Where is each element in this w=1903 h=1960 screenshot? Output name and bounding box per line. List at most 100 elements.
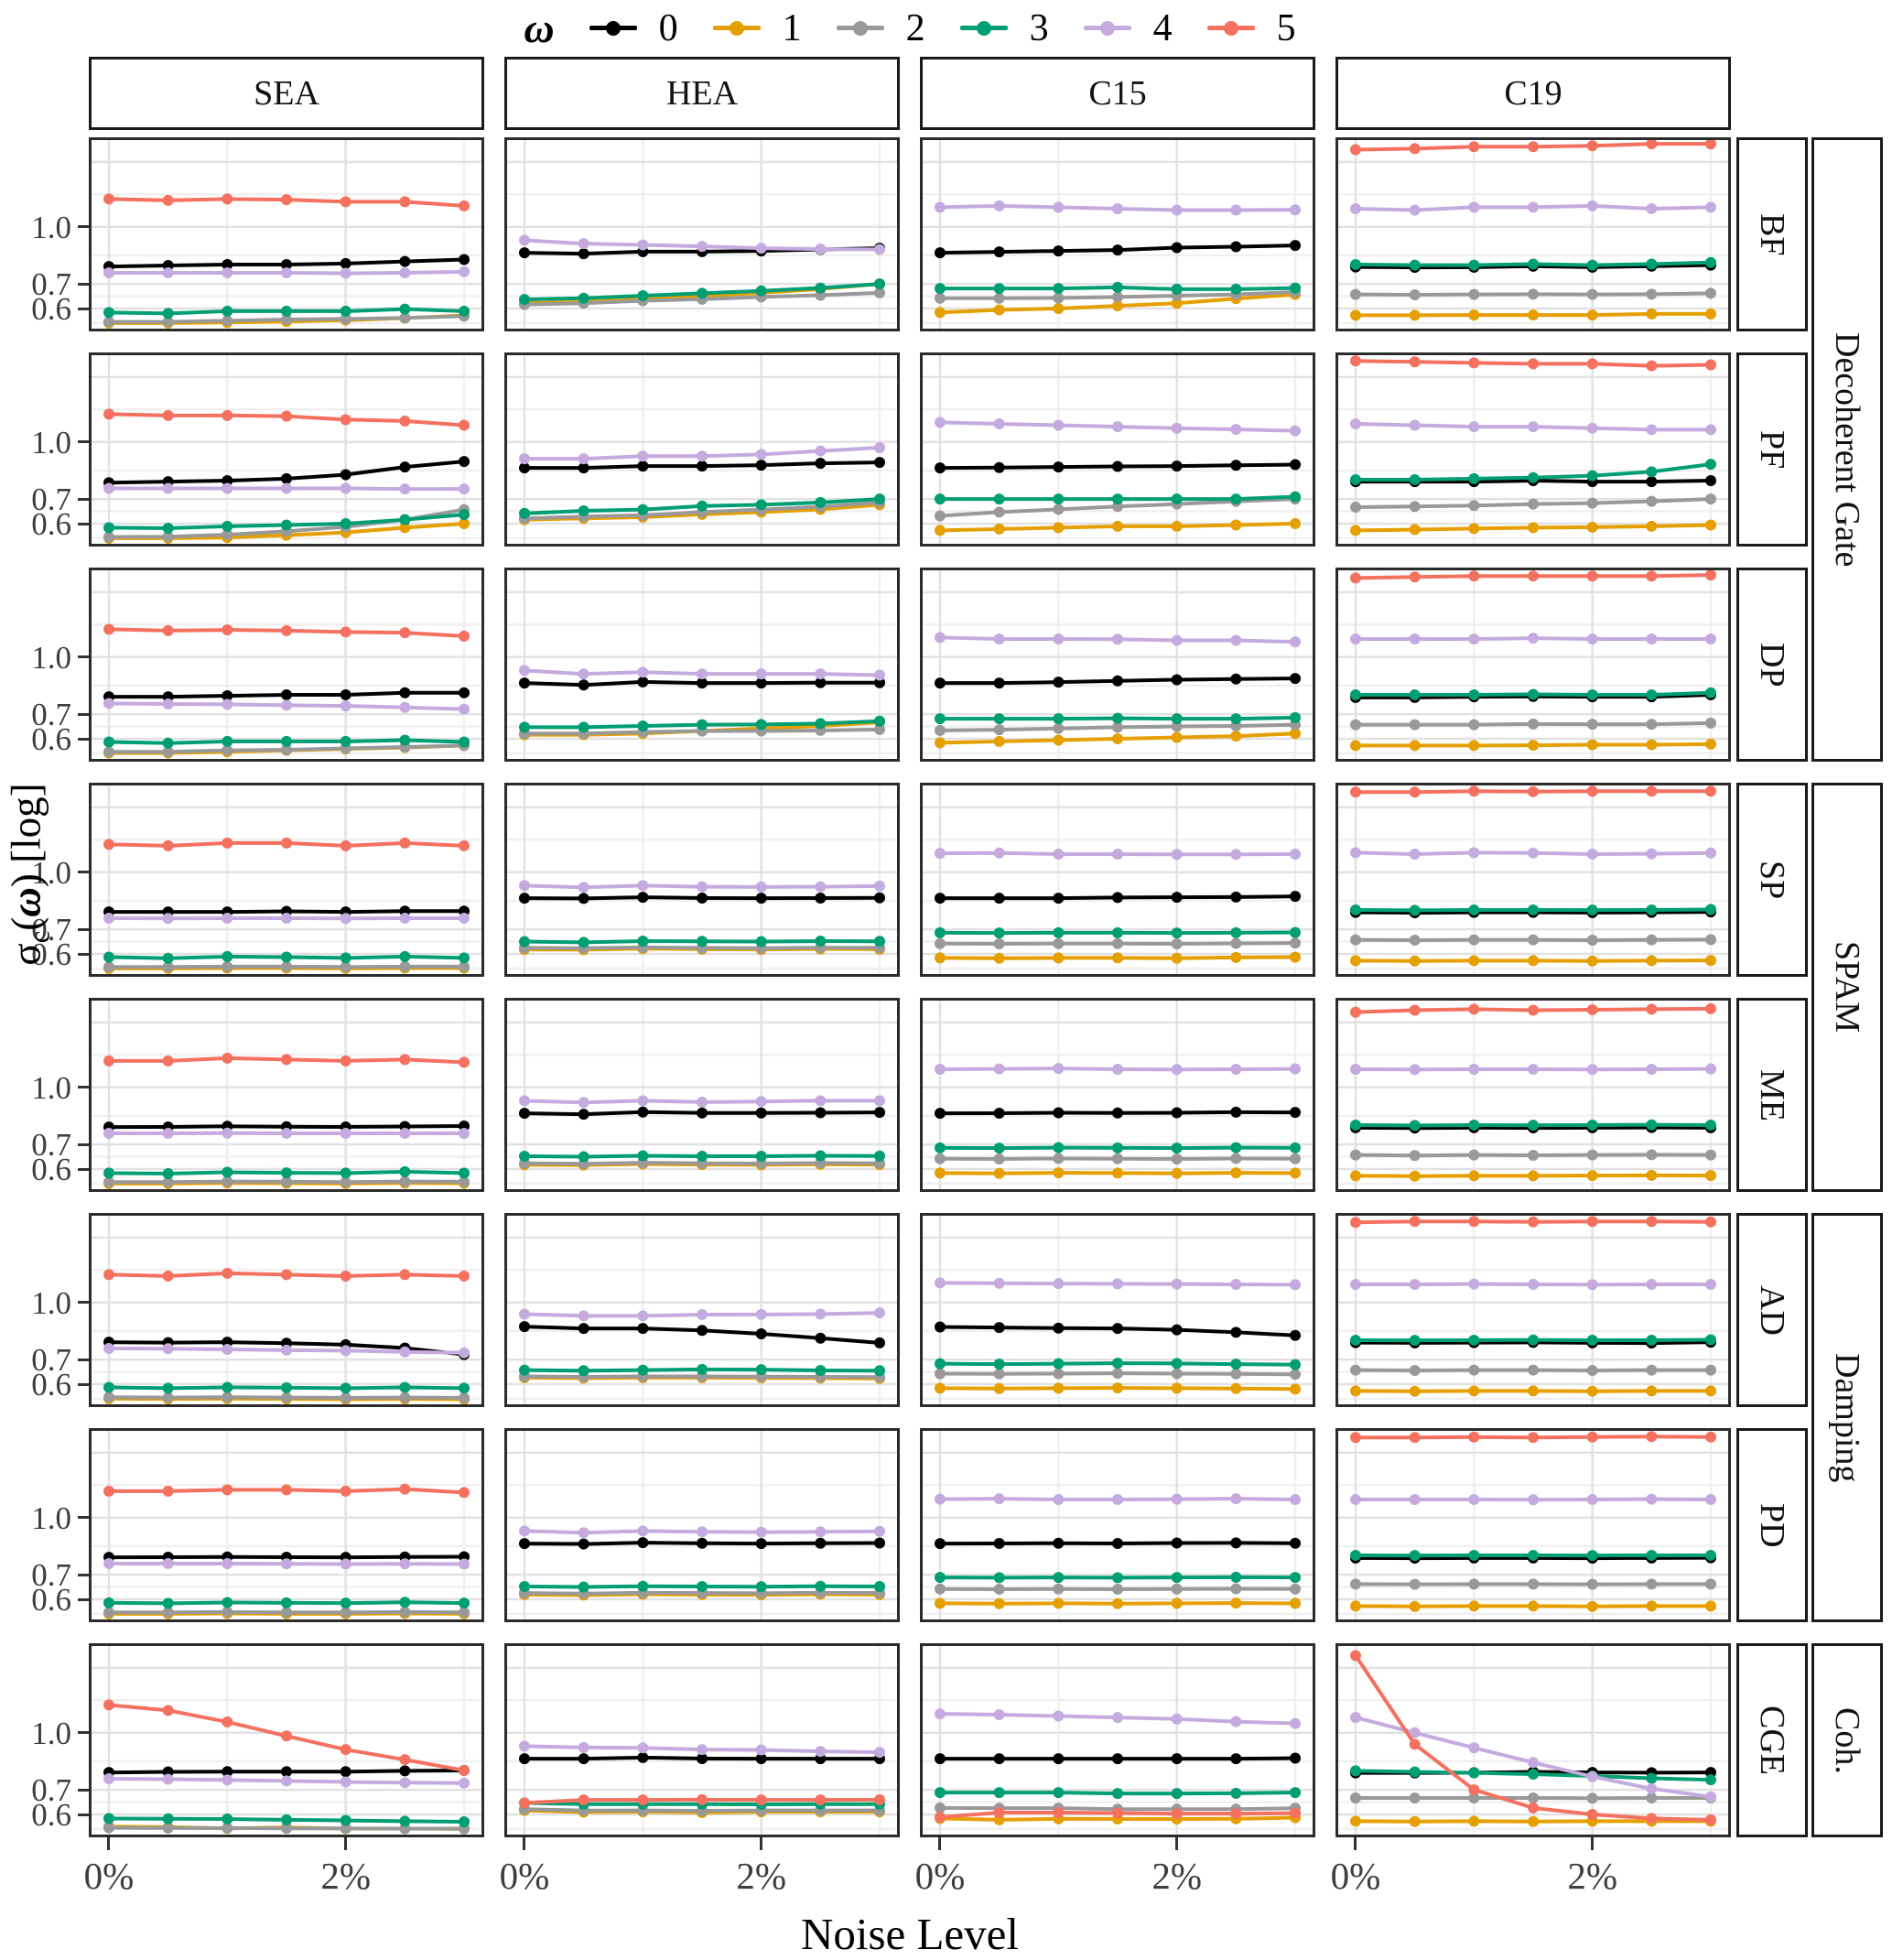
- point-omega-0: [1171, 242, 1183, 254]
- point-omega-0: [222, 690, 233, 702]
- point-omega-3: [934, 713, 946, 725]
- point-omega-0: [755, 1753, 767, 1765]
- point-omega-3: [1705, 459, 1717, 471]
- point-omega-3: [1705, 1119, 1717, 1131]
- y-tick-label: 1.0: [31, 1500, 71, 1536]
- point-omega-4: [815, 1308, 827, 1320]
- point-omega-2: [1349, 1364, 1361, 1376]
- point-omega-0: [1053, 893, 1065, 904]
- legend-line-marker-icon: [1083, 20, 1131, 36]
- x-tick-mark: [1354, 1837, 1357, 1850]
- point-omega-3: [1171, 927, 1183, 939]
- point-omega-3: [1349, 904, 1361, 915]
- point-omega-3: [1171, 283, 1183, 295]
- point-omega-5: [1349, 786, 1361, 798]
- point-omega-4: [1705, 1791, 1717, 1803]
- legend-dot-icon: [729, 20, 744, 36]
- point-omega-4: [162, 1773, 174, 1785]
- legend-item-omega-0: 0: [589, 6, 678, 50]
- point-omega-3: [399, 1381, 411, 1393]
- point-omega-4: [637, 880, 649, 892]
- point-omega-3: [637, 936, 649, 948]
- y-axis-title-close: ) [log]: [3, 783, 49, 888]
- point-omega-0: [578, 679, 589, 691]
- point-omega-1: [993, 1597, 1005, 1609]
- point-omega-3: [1528, 471, 1539, 483]
- point-omega-4: [281, 699, 292, 711]
- point-omega-2: [1586, 288, 1598, 300]
- point-omega-1: [1290, 1383, 1302, 1395]
- x-tick-mark: [1175, 1837, 1179, 1850]
- point-omega-4: [874, 1307, 886, 1319]
- point-omega-4: [934, 1493, 946, 1505]
- point-omega-3: [1112, 1572, 1123, 1584]
- point-omega-5: [637, 1794, 649, 1806]
- point-omega-1: [1586, 1600, 1598, 1612]
- point-omega-5: [1468, 1003, 1480, 1015]
- point-omega-2: [1468, 1149, 1480, 1161]
- y-tick-label: 0.7: [31, 1127, 71, 1164]
- point-omega-3: [281, 951, 292, 963]
- point-omega-0: [1053, 1322, 1065, 1334]
- point-omega-5: [103, 1699, 114, 1711]
- point-omega-4: [1053, 633, 1065, 644]
- point-omega-3: [1171, 493, 1183, 505]
- point-omega-5: [459, 1764, 470, 1776]
- point-omega-3: [281, 1167, 292, 1179]
- legend-entry-label: 2: [905, 6, 925, 49]
- point-omega-1: [1112, 300, 1123, 312]
- point-omega-5: [1705, 1216, 1717, 1228]
- point-omega-1: [1349, 955, 1361, 967]
- point-omega-1: [1646, 520, 1658, 532]
- point-omega-3: [755, 719, 767, 731]
- point-omega-4: [1646, 1063, 1658, 1075]
- point-omega-3: [1586, 904, 1598, 916]
- point-omega-4: [1230, 423, 1242, 435]
- point-omega-3: [755, 936, 767, 948]
- point-omega-2: [459, 1607, 470, 1619]
- point-omega-5: [1586, 1809, 1598, 1821]
- point-omega-3: [1468, 1119, 1480, 1131]
- point-omega-4: [755, 1096, 767, 1108]
- y-tick-label: 0.6: [31, 937, 71, 972]
- point-omega-0: [578, 248, 589, 260]
- x-tick-mark: [107, 1837, 111, 1850]
- point-omega-5: [340, 1055, 351, 1067]
- point-omega-4: [459, 1558, 470, 1570]
- point-omega-4: [993, 1708, 1005, 1720]
- point-omega-2: [874, 723, 886, 735]
- y-tick-label: 0.7: [31, 266, 71, 303]
- point-omega-4: [1112, 202, 1123, 214]
- point-omega-2: [1112, 721, 1123, 733]
- point-omega-3: [1705, 256, 1717, 268]
- point-omega-2: [162, 1391, 174, 1403]
- y-tick-mark: [78, 307, 89, 310]
- point-omega-0: [874, 1107, 886, 1119]
- point-omega-3: [518, 721, 530, 733]
- point-omega-3: [815, 1580, 827, 1592]
- point-omega-2: [1528, 1364, 1539, 1376]
- row-strip-ME: ME: [1736, 998, 1808, 1192]
- point-omega-1: [993, 304, 1005, 316]
- point-omega-5: [1053, 1806, 1065, 1818]
- point-omega-4: [1171, 204, 1183, 216]
- point-omega-4: [281, 1558, 292, 1570]
- point-omega-4: [281, 1128, 292, 1140]
- point-omega-0: [637, 1751, 649, 1763]
- panel-C19-CGE: [1335, 1643, 1731, 1837]
- point-omega-3: [637, 1364, 649, 1376]
- point-omega-3: [162, 737, 174, 749]
- point-omega-5: [1468, 357, 1480, 369]
- point-omega-0: [518, 677, 530, 689]
- point-omega-1: [1230, 1382, 1242, 1394]
- point-omega-3: [103, 522, 114, 534]
- point-omega-5: [340, 1270, 351, 1282]
- point-omega-1: [1230, 519, 1242, 531]
- point-omega-0: [1290, 240, 1302, 252]
- point-omega-2: [1705, 493, 1717, 505]
- point-omega-3: [1349, 258, 1361, 270]
- point-omega-1: [1409, 740, 1421, 752]
- point-omega-3: [1053, 926, 1065, 938]
- point-omega-4: [578, 453, 589, 465]
- point-omega-4: [1112, 848, 1123, 860]
